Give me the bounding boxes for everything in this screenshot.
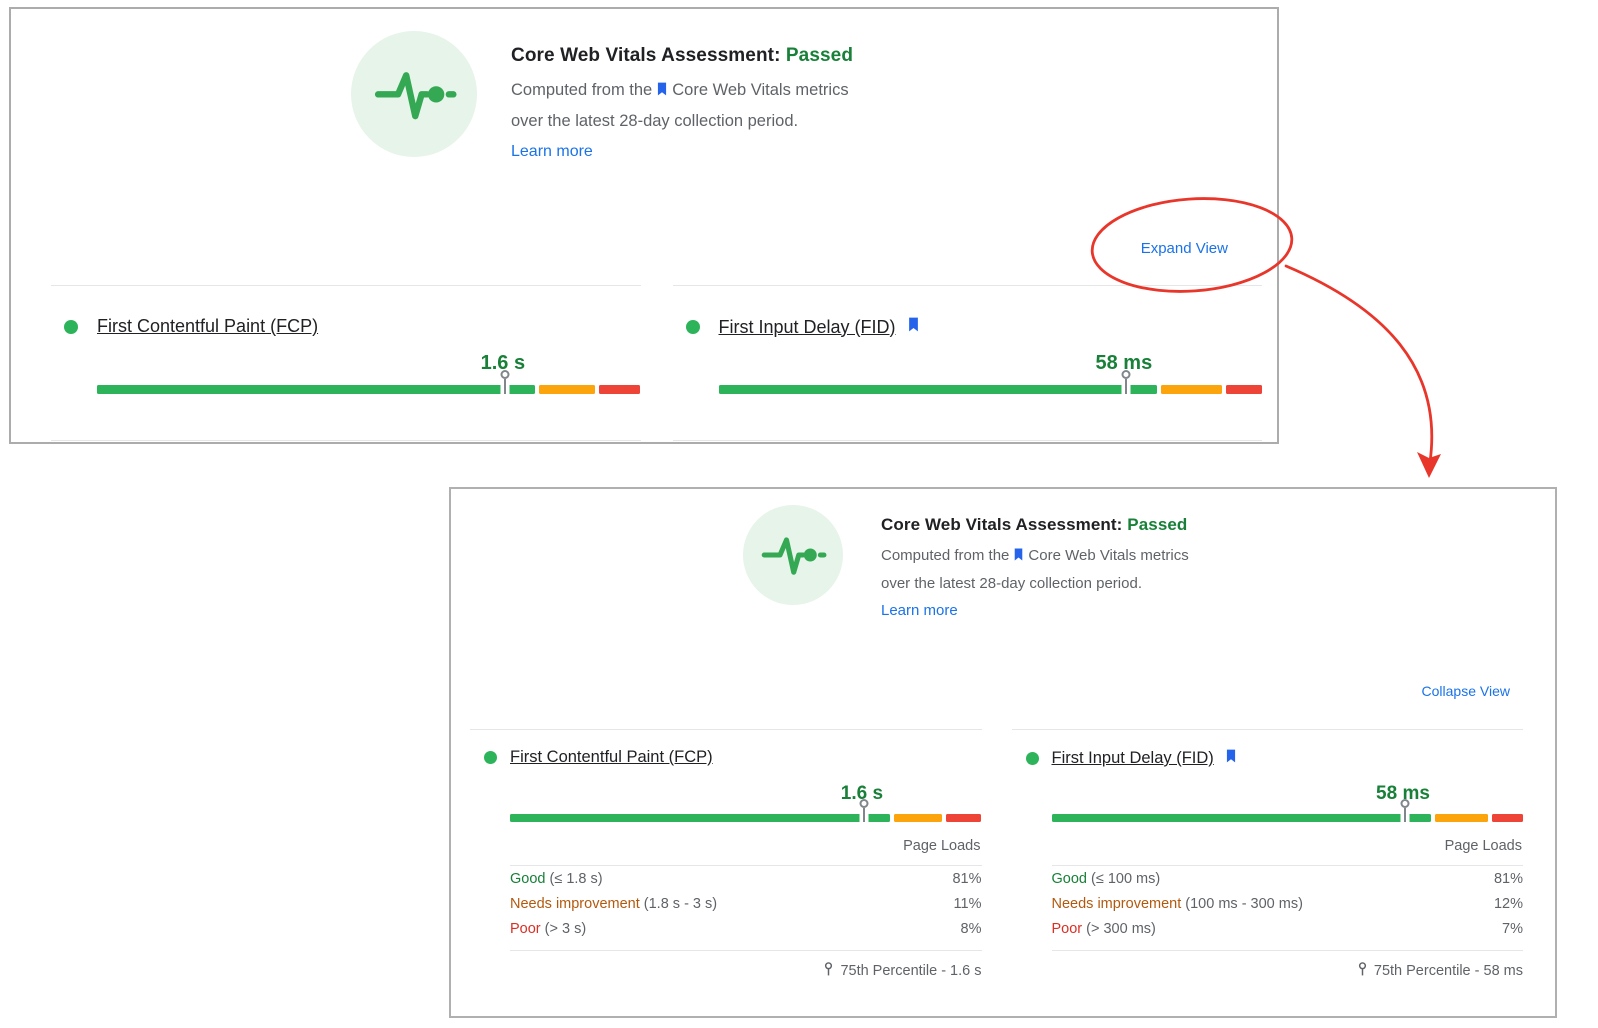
- metric-link-fcp[interactable]: First Contentful Paint (FCP): [510, 748, 713, 766]
- distribution-bar: [1051, 799, 1524, 822]
- bookmark-icon: [1012, 545, 1025, 571]
- page-loads-header: Page Loads: [1051, 830, 1523, 866]
- cwv-expanded-panel: Core Web Vitals Assessment: Passed Compu…: [449, 487, 1557, 1018]
- metrics-row: First Contentful Paint (FCP) 1.6 s: [51, 285, 1262, 441]
- cwv-header: Core Web Vitals Assessment: Passed Compu…: [743, 505, 1189, 624]
- assessment-title: Core Web Vitals Assessment: Passed: [511, 45, 854, 66]
- fid-detail-table: Page Loads Good (≤ 100 ms) 81% Needs imp…: [1051, 830, 1524, 981]
- metrics-row: First Contentful Paint (FCP) 1.6 s Page …: [470, 729, 1523, 994]
- page-loads-header: Page Loads: [510, 830, 982, 866]
- poor-row: Poor (> 300 ms) 7%: [1051, 920, 1524, 937]
- metric-fcp-expanded: First Contentful Paint (FCP) 1.6 s Page …: [470, 729, 982, 994]
- good-row: Good (≤ 1.8 s) 81%: [510, 870, 982, 887]
- bar-needs-segment: [1435, 814, 1488, 822]
- expand-view-link[interactable]: Expand View: [1140, 240, 1228, 257]
- bar-good-segment: [97, 385, 536, 394]
- assessment-status: Passed: [785, 45, 854, 66]
- bookmark-icon: [655, 78, 669, 107]
- metric-status-dot: [64, 319, 78, 334]
- needs-improvement-row: Needs improvement (1.8 s - 3 s) 11%: [510, 895, 982, 912]
- bar-good-segment: [718, 385, 1157, 394]
- annotation-arrow: [1284, 264, 1434, 464]
- metric-fid: First Input Delay (FID) 58 ms: [672, 285, 1263, 441]
- assessment-title: Core Web Vitals Assessment: Passed: [881, 515, 1188, 534]
- percentile-marker: [503, 379, 506, 394]
- learn-more-link[interactable]: Learn more: [511, 143, 593, 160]
- pulse-icon: [351, 31, 477, 157]
- metric-link-fcp[interactable]: First Contentful Paint (FCP): [97, 316, 319, 336]
- fid-distribution: 58 ms: [1051, 774, 1524, 826]
- assessment-description: Computed from the Core Web Vitals metrics…: [511, 76, 853, 166]
- poor-row: Poor (> 3 s) 8%: [510, 920, 982, 937]
- fcp-distribution: 1.6 s: [97, 342, 641, 402]
- fid-distribution: 58 ms: [718, 342, 1263, 402]
- distribution-bar: [718, 370, 1263, 394]
- bar-poor-segment: [1491, 814, 1523, 822]
- metric-value: 1.6 s: [480, 352, 526, 374]
- assessment-status: Passed: [1127, 515, 1188, 534]
- bar-needs-segment: [1160, 385, 1222, 394]
- percentile-row: 75th Percentile - 1.6 s: [510, 951, 982, 981]
- bar-needs-segment: [539, 385, 596, 394]
- pulse-icon: [743, 505, 843, 605]
- percentile-row: 75th Percentile - 58 ms: [1052, 951, 1523, 981]
- metric-fcp: First Contentful Paint (FCP) 1.6 s: [51, 285, 641, 441]
- cwv-header: Core Web Vitals Assessment: Passed Compu…: [351, 31, 853, 166]
- needs-improvement-row: Needs improvement (100 ms - 300 ms) 12%: [1051, 895, 1524, 912]
- metric-status-dot: [685, 320, 700, 334]
- pin-icon: [823, 961, 834, 981]
- good-row: Good (≤ 100 ms) 81%: [1051, 870, 1524, 887]
- bar-poor-segment: [599, 385, 641, 394]
- bar-poor-segment: [1225, 385, 1262, 394]
- learn-more-link[interactable]: Learn more: [881, 602, 958, 619]
- percentile-marker: [1125, 379, 1128, 394]
- metric-link-fid[interactable]: First Input Delay (FID): [1051, 749, 1214, 767]
- bar-needs-segment: [893, 814, 942, 822]
- percentile-marker: [1404, 808, 1407, 822]
- collapse-view-link[interactable]: Collapse View: [1421, 683, 1510, 699]
- metric-fid-expanded: First Input Delay (FID) 58 ms Pag: [1011, 729, 1524, 994]
- metric-status-dot: [1025, 752, 1039, 765]
- metric-link-fid[interactable]: First Input Delay (FID): [718, 316, 896, 337]
- metric-value: 1.6 s: [840, 783, 884, 804]
- bookmark-icon: [906, 316, 921, 338]
- fcp-distribution: 1.6 s: [510, 774, 982, 826]
- distribution-bar: [510, 799, 982, 822]
- cwv-collapsed-panel: Core Web Vitals Assessment: Passed Compu…: [9, 7, 1279, 444]
- fcp-detail-table: Page Loads Good (≤ 1.8 s) 81% Needs impr…: [510, 830, 982, 981]
- assessment-description: Computed from the Core Web Vitals metrics…: [881, 543, 1189, 624]
- bar-good-segment: [510, 814, 890, 822]
- bar-good-segment: [1051, 814, 1432, 822]
- percentile-marker: [862, 808, 865, 822]
- metric-value: 58 ms: [1095, 352, 1153, 374]
- distribution-bar: [97, 370, 641, 394]
- pin-icon: [1357, 961, 1368, 981]
- metric-value: 58 ms: [1376, 783, 1430, 804]
- bar-poor-segment: [945, 814, 982, 822]
- bookmark-icon: [1224, 748, 1238, 769]
- metric-status-dot: [484, 751, 497, 764]
- annotation-arrowhead: [1417, 452, 1441, 478]
